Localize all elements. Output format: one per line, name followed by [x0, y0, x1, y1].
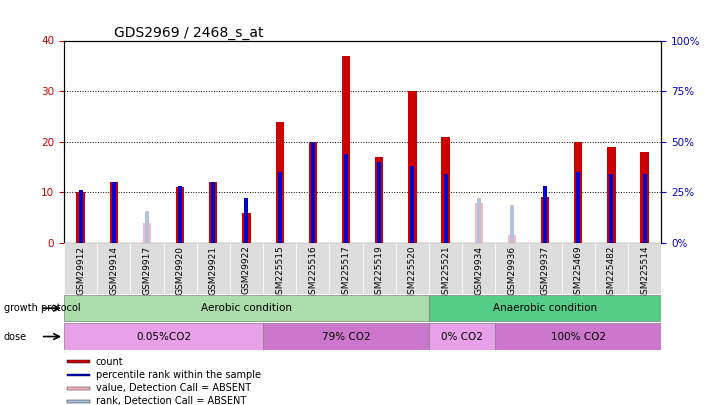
Bar — [67, 360, 90, 363]
Bar — [477, 198, 481, 243]
Bar — [342, 56, 350, 243]
Bar — [230, 243, 263, 294]
Bar — [609, 174, 614, 243]
Bar — [628, 243, 661, 294]
Bar — [64, 243, 97, 294]
Text: GSM29921: GSM29921 — [209, 245, 218, 294]
Bar — [429, 243, 462, 294]
Text: GSM225517: GSM225517 — [341, 245, 351, 300]
Bar — [528, 243, 562, 294]
Bar — [378, 162, 381, 243]
Bar — [408, 91, 417, 243]
Bar — [462, 243, 496, 294]
Bar — [444, 174, 447, 243]
Bar — [164, 243, 197, 294]
Text: GSM225482: GSM225482 — [607, 245, 616, 300]
Bar — [263, 243, 296, 294]
Bar — [97, 243, 130, 294]
Text: GSM225469: GSM225469 — [574, 245, 583, 300]
Bar — [508, 235, 516, 243]
Text: GSM29922: GSM29922 — [242, 245, 251, 294]
Bar — [474, 202, 483, 243]
Bar — [263, 323, 429, 350]
Text: GSM29917: GSM29917 — [142, 245, 151, 295]
Text: 0% CO2: 0% CO2 — [442, 332, 483, 341]
Text: 79% CO2: 79% CO2 — [321, 332, 370, 341]
Text: Anaerobic condition: Anaerobic condition — [493, 303, 597, 313]
Bar — [145, 211, 149, 243]
Text: rank, Detection Call = ABSENT: rank, Detection Call = ABSENT — [96, 396, 246, 405]
Bar — [577, 172, 580, 243]
Bar — [607, 147, 616, 243]
Bar — [329, 243, 363, 294]
Bar — [429, 295, 661, 322]
Bar — [296, 243, 329, 294]
Bar — [143, 223, 151, 243]
Bar — [242, 213, 250, 243]
Bar — [76, 192, 85, 243]
Bar — [595, 243, 628, 294]
Bar — [344, 154, 348, 243]
Bar — [211, 182, 215, 243]
Bar — [79, 190, 82, 243]
Bar — [67, 387, 90, 390]
Bar — [309, 142, 317, 243]
Bar — [429, 323, 496, 350]
Text: GSM225514: GSM225514 — [640, 245, 649, 300]
Text: GSM29914: GSM29914 — [109, 245, 118, 294]
Bar — [178, 186, 182, 243]
Text: GSM225519: GSM225519 — [375, 245, 384, 300]
Text: 100% CO2: 100% CO2 — [551, 332, 606, 341]
Bar — [375, 157, 383, 243]
Bar — [442, 137, 449, 243]
Bar — [67, 400, 90, 403]
Bar — [130, 243, 164, 294]
Bar — [496, 323, 661, 350]
Text: GSM225520: GSM225520 — [408, 245, 417, 300]
Text: GSM29937: GSM29937 — [540, 245, 550, 295]
Bar — [67, 373, 90, 376]
Text: GSM29920: GSM29920 — [176, 245, 185, 294]
Text: GSM29934: GSM29934 — [474, 245, 483, 294]
Bar — [363, 243, 396, 294]
Bar — [275, 122, 284, 243]
Bar — [643, 174, 646, 243]
Text: value, Detection Call = ABSENT: value, Detection Call = ABSENT — [96, 383, 251, 393]
Bar — [641, 152, 648, 243]
Bar — [64, 295, 429, 322]
Bar — [574, 142, 582, 243]
Text: 0.05%CO2: 0.05%CO2 — [136, 332, 191, 341]
Bar — [209, 182, 218, 243]
Bar — [496, 243, 528, 294]
Bar — [64, 323, 263, 350]
Bar — [278, 172, 282, 243]
Bar — [541, 198, 549, 243]
Text: percentile rank within the sample: percentile rank within the sample — [96, 370, 261, 380]
Text: dose: dose — [4, 332, 27, 341]
Text: GSM225521: GSM225521 — [441, 245, 450, 300]
Bar — [543, 186, 547, 243]
Bar — [176, 187, 184, 243]
Bar — [510, 205, 514, 243]
Text: count: count — [96, 357, 124, 367]
Bar — [109, 182, 118, 243]
Text: GSM29912: GSM29912 — [76, 245, 85, 294]
Bar — [396, 243, 429, 294]
Bar — [197, 243, 230, 294]
Bar — [410, 166, 415, 243]
Bar — [245, 198, 248, 243]
Bar — [311, 142, 315, 243]
Text: GSM29936: GSM29936 — [508, 245, 516, 295]
Text: GSM225515: GSM225515 — [275, 245, 284, 300]
Text: Aerobic condition: Aerobic condition — [201, 303, 292, 313]
Text: GSM225516: GSM225516 — [309, 245, 317, 300]
Text: growth protocol: growth protocol — [4, 303, 80, 313]
Bar — [112, 182, 116, 243]
Bar — [562, 243, 595, 294]
Text: GDS2969 / 2468_s_at: GDS2969 / 2468_s_at — [114, 26, 263, 40]
